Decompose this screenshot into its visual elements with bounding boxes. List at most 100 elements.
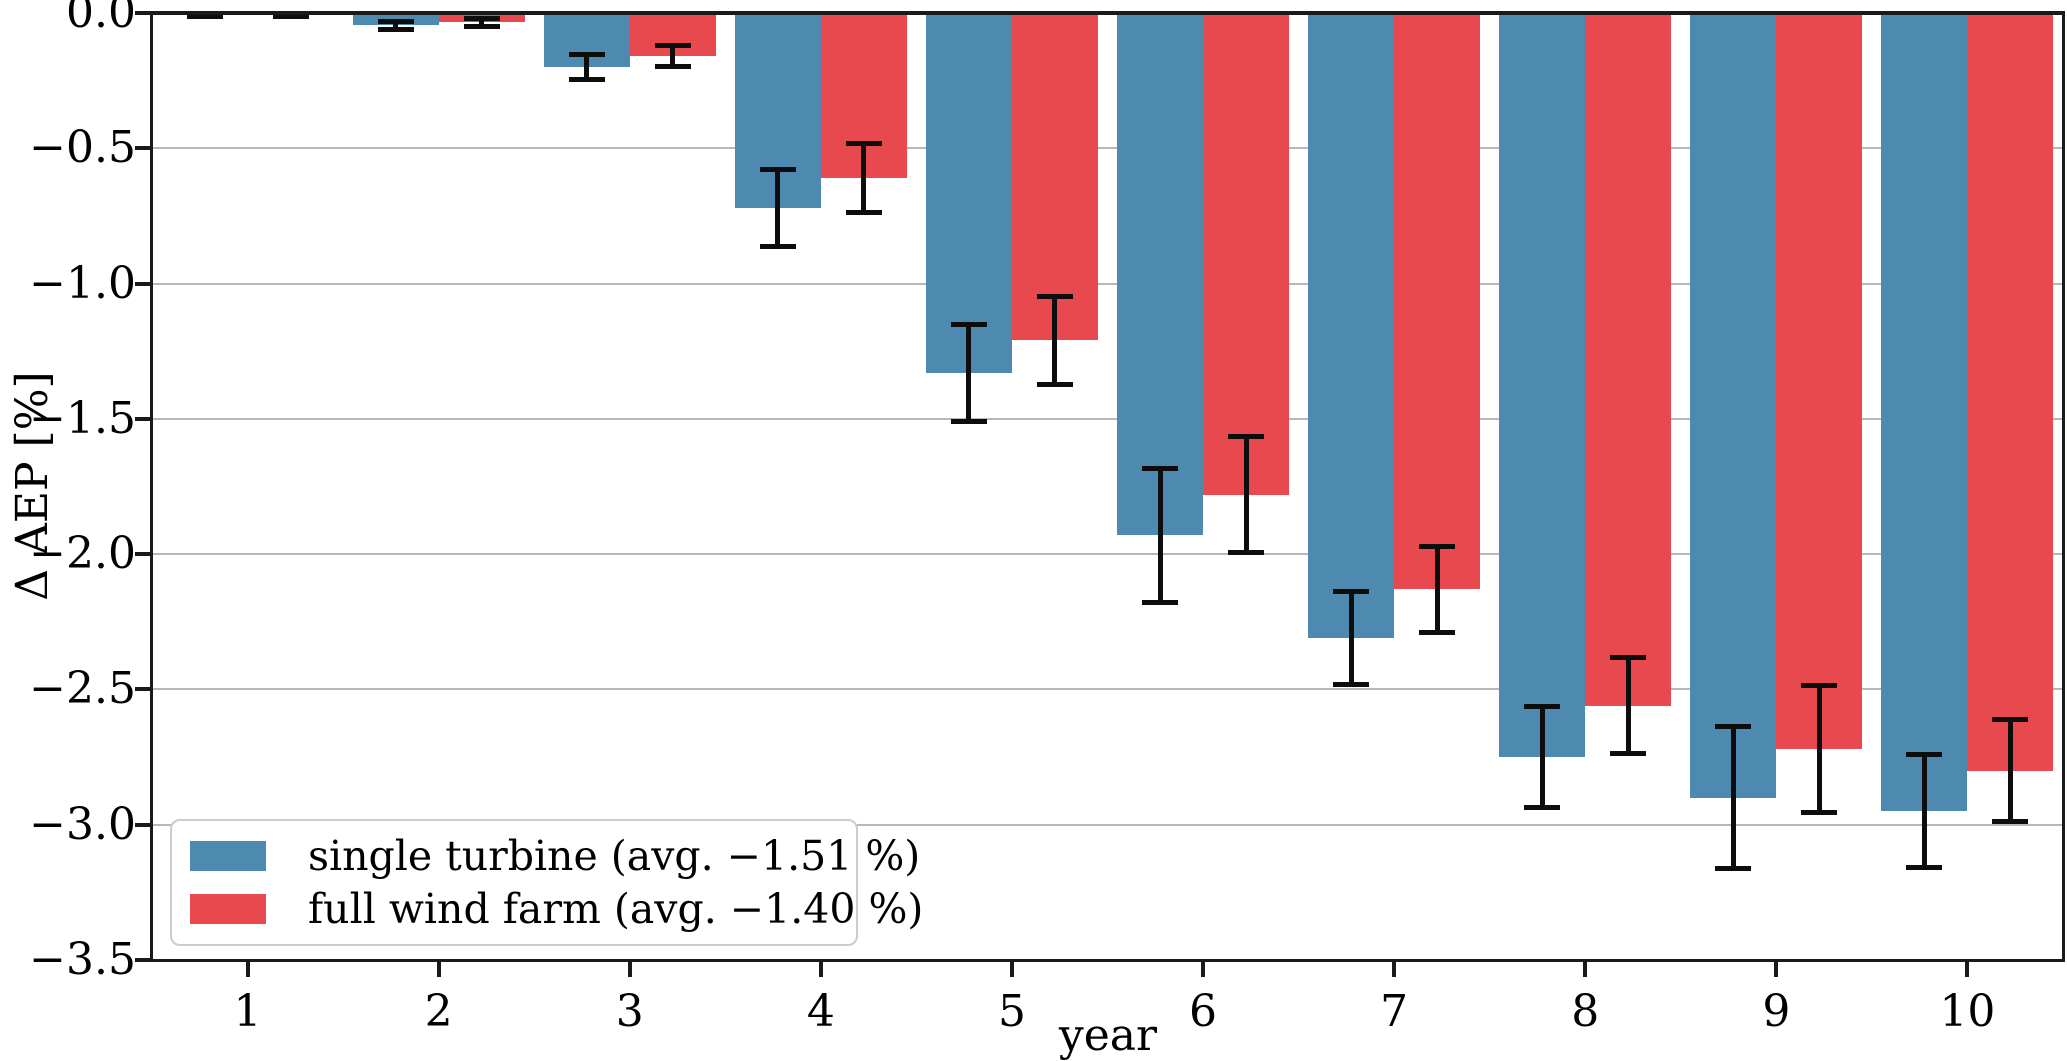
error-cap-bottom-single-turbine-year-7 (1333, 682, 1370, 688)
x-tick (1009, 962, 1014, 977)
error-bar-single-turbine-year-6 (1157, 467, 1163, 603)
top-spine (150, 11, 2065, 15)
gridline (152, 147, 2063, 150)
legend-item-full-wind-farm: full wind farm (avg. −1.40 %) (190, 885, 923, 933)
y-tick (135, 822, 150, 827)
error-bar-single-turbine-year-10 (1921, 754, 1927, 868)
error-cap-bottom-single-turbine-year-1 (186, 13, 223, 19)
error-cap-bottom-full-wind-farm-year-7 (1419, 629, 1456, 635)
error-cap-bottom-full-wind-farm-year-10 (1992, 819, 2029, 824)
error-cap-bottom-single-turbine-year-8 (1524, 805, 1561, 811)
error-bar-full-wind-farm-year-4 (861, 142, 867, 214)
error-cap-bottom-single-turbine-year-4 (759, 244, 796, 250)
x-tick-label: 1 (233, 986, 262, 1037)
error-cap-top-single-turbine-year-9 (1715, 723, 1752, 729)
error-cap-bottom-single-turbine-year-10 (1906, 865, 1943, 870)
error-cap-bottom-full-wind-farm-year-6 (1228, 549, 1265, 555)
error-bar-full-wind-farm-year-6 (1243, 436, 1249, 553)
error-cap-bottom-full-wind-farm-year-3 (654, 64, 691, 70)
legend-swatch-full-wind-farm (190, 894, 266, 924)
y-tick (135, 146, 150, 151)
x-tick (436, 962, 441, 977)
y-tick-label: −1.0 (29, 257, 136, 309)
error-cap-top-single-turbine-year-6 (1142, 465, 1179, 471)
error-bar-single-turbine-year-2 (393, 20, 399, 30)
error-bar-full-wind-farm-year-3 (670, 45, 676, 68)
x-tick (245, 962, 250, 977)
x-axis-label: year (1058, 1010, 1158, 1061)
x-tick (1965, 962, 1970, 977)
bar-single-turbine-year-8 (1499, 13, 1586, 758)
y-tick-label: −3.5 (29, 934, 136, 985)
error-cap-top-single-turbine-year-2 (377, 18, 414, 24)
x-tick-label: 5 (997, 986, 1026, 1037)
gridline (152, 823, 2063, 826)
y-tick-label: −2.0 (29, 528, 136, 580)
legend-swatch-single-turbine (190, 841, 266, 871)
error-cap-bottom-full-wind-farm-year-1 (272, 13, 309, 19)
error-cap-top-single-turbine-year-10 (1906, 752, 1943, 758)
x-tick-label: 7 (1380, 986, 1409, 1037)
error-cap-top-single-turbine-year-5 (950, 322, 987, 328)
legend-label-single-turbine: single turbine (avg. −1.51 %) (308, 832, 921, 880)
error-cap-top-full-wind-farm-year-7 (1419, 544, 1456, 550)
x-tick (627, 962, 632, 977)
bar-full-wind-farm-year-5 (1011, 13, 1098, 341)
error-cap-bottom-single-turbine-year-6 (1142, 599, 1179, 605)
error-cap-bottom-single-turbine-year-2 (377, 26, 414, 32)
x-tick (1774, 962, 1779, 977)
error-cap-bottom-single-turbine-year-5 (950, 418, 987, 424)
error-bar-full-wind-farm-year-5 (1052, 295, 1058, 386)
error-bar-single-turbine-year-8 (1539, 705, 1545, 809)
bottom-spine (150, 959, 2065, 962)
error-cap-bottom-full-wind-farm-year-8 (1610, 751, 1647, 757)
error-cap-top-full-wind-farm-year-3 (654, 43, 691, 49)
y-tick-label: −2.5 (29, 663, 136, 715)
error-cap-bottom-full-wind-farm-year-9 (1801, 809, 1838, 815)
gridline (152, 688, 2063, 691)
x-tick (1392, 962, 1397, 977)
error-bar-single-turbine-year-7 (1348, 590, 1354, 686)
error-bar-full-wind-farm-year-7 (1434, 546, 1440, 633)
error-cap-top-full-wind-farm-year-2 (463, 16, 500, 22)
x-tick-label: 3 (615, 986, 644, 1037)
error-cap-top-single-turbine-year-8 (1524, 703, 1561, 709)
y-tick-label: 0.0 (66, 0, 136, 38)
x-tick-label: 2 (424, 986, 453, 1037)
error-cap-top-full-wind-farm-year-10 (1992, 717, 2029, 723)
error-cap-top-full-wind-farm-year-6 (1228, 434, 1265, 440)
error-bar-full-wind-farm-year-10 (2007, 719, 2013, 822)
y-tick (135, 416, 150, 421)
error-cap-top-single-turbine-year-7 (1333, 588, 1370, 594)
gridline (152, 553, 2063, 556)
error-cap-bottom-full-wind-farm-year-4 (845, 210, 882, 216)
gridline (152, 282, 2063, 285)
right-spine (2062, 11, 2065, 962)
y-tick-label: −1.5 (29, 392, 136, 444)
left-spine (150, 11, 153, 962)
bar-full-wind-farm-year-7 (1394, 13, 1481, 590)
error-bar-single-turbine-year-9 (1730, 725, 1736, 870)
bar-full-wind-farm-year-10 (1967, 13, 2054, 771)
error-cap-top-single-turbine-year-4 (759, 166, 796, 172)
bar-single-turbine-year-5 (925, 13, 1012, 373)
error-bar-single-turbine-year-3 (584, 54, 590, 81)
y-tick (135, 552, 150, 557)
x-tick-label: 9 (1762, 986, 1791, 1037)
y-tick (135, 281, 150, 286)
legend-label-full-wind-farm: full wind farm (avg. −1.40 %) (308, 885, 924, 933)
error-cap-bottom-single-turbine-year-3 (568, 77, 605, 83)
error-cap-top-full-wind-farm-year-5 (1036, 293, 1073, 299)
bar-single-turbine-year-7 (1308, 13, 1395, 639)
bar-full-wind-farm-year-6 (1203, 13, 1290, 495)
y-tick (135, 687, 150, 692)
y-tick-label: −0.5 (29, 122, 136, 174)
y-tick (135, 11, 150, 15)
error-cap-top-full-wind-farm-year-4 (845, 140, 882, 146)
x-tick-label: 10 (1939, 986, 1996, 1037)
error-bar-single-turbine-year-4 (775, 168, 781, 248)
x-tick (818, 962, 823, 977)
legend-item-single-turbine: single turbine (avg. −1.51 %) (190, 832, 920, 880)
error-cap-top-single-turbine-year-3 (568, 52, 605, 58)
